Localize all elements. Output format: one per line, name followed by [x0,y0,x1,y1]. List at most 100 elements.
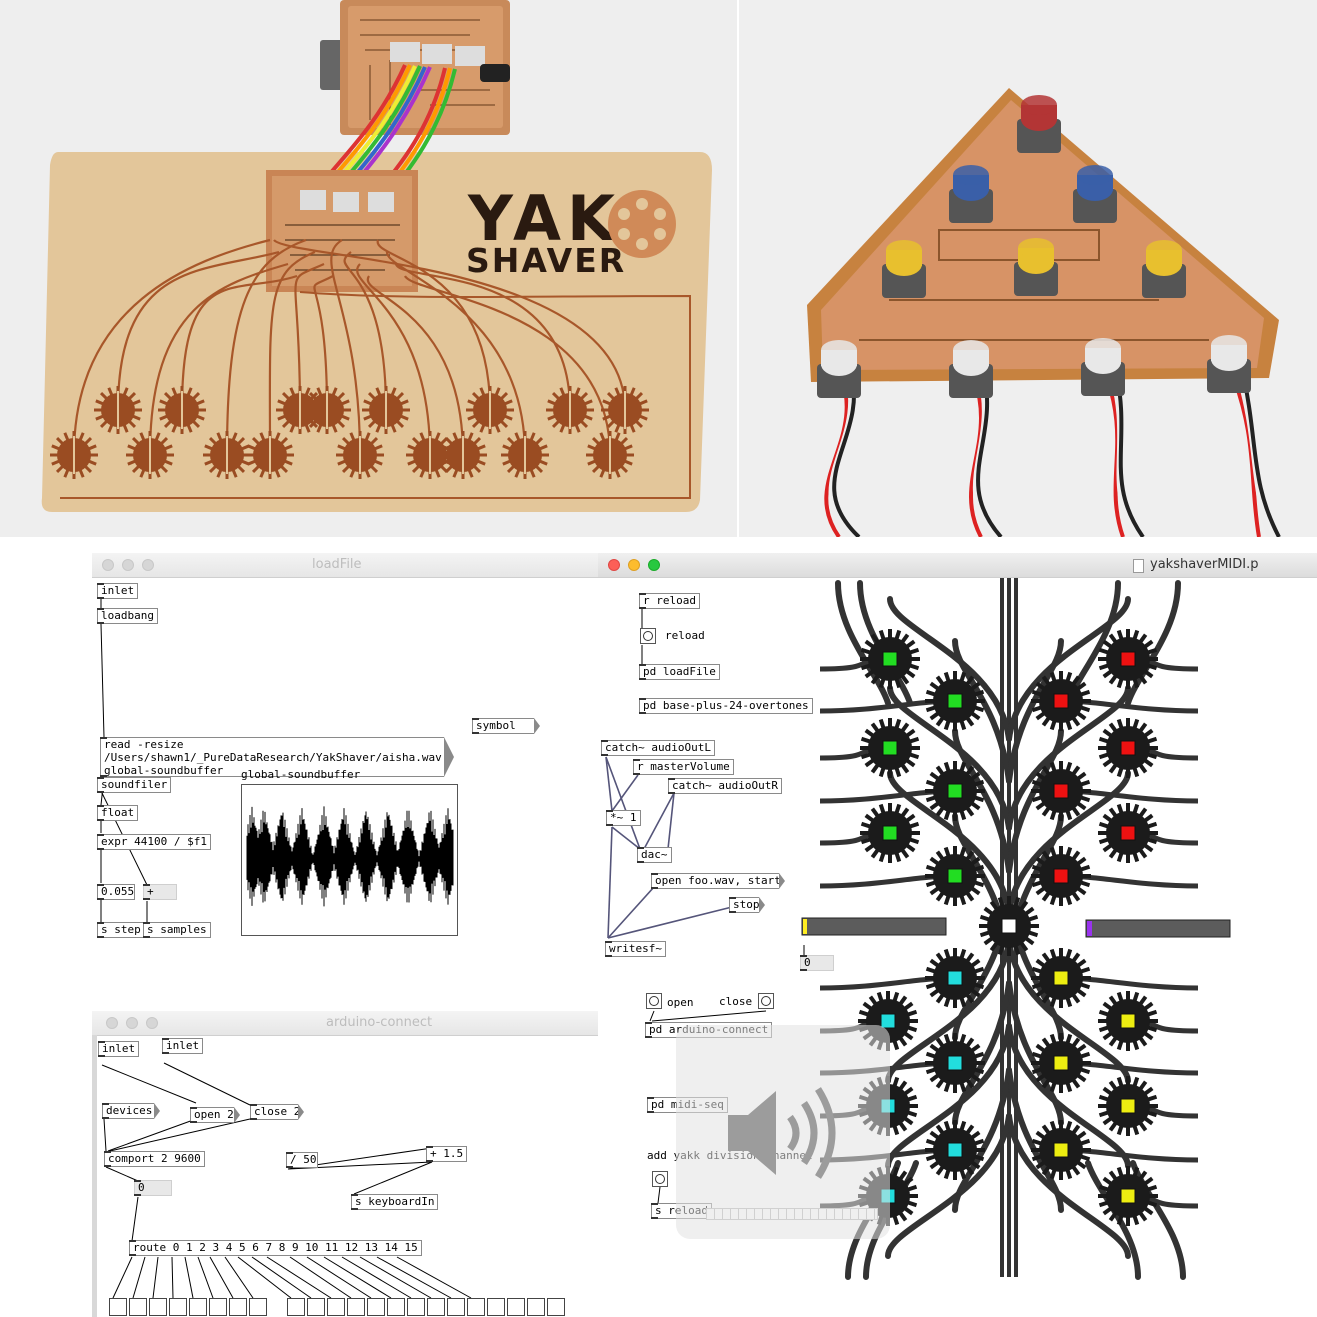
route-output-toggle[interactable] [307,1298,325,1316]
step-number-box[interactable]: 0.055 [97,884,135,900]
midi-titlebar[interactable]: yakshaverMIDI.p [598,553,1317,578]
loadbang-text: loadbang [101,609,154,622]
route-output-toggle[interactable] [527,1298,545,1316]
read-line-2: /Users/shawn1/_PureDataResearch/YakShave… [104,751,442,764]
read-line-1: read -resize [104,738,184,751]
dac-text: dac~ [641,848,668,861]
soundfiler-object[interactable]: soundfiler [97,777,172,793]
close-window-icon[interactable] [608,559,620,571]
route-output-toggle[interactable] [287,1298,305,1316]
devices-text: devices [106,1104,153,1117]
route-output-toggle[interactable] [109,1298,127,1316]
route-output-toggle[interactable] [209,1298,227,1316]
divide-50-object[interactable]: / 50 [286,1152,318,1168]
send-keyboardin-object[interactable]: s keyboardIn [351,1194,439,1210]
send-keyboardin-text: s keyboardIn [355,1195,435,1208]
soundbuffer-array-graph[interactable] [241,784,458,936]
plus-1-5-object[interactable]: + 1.5 [426,1146,468,1162]
close-bang[interactable] [758,993,774,1009]
route-output-toggle[interactable] [189,1298,207,1316]
loadbang-object[interactable]: loadbang [97,608,158,624]
symbol-message[interactable]: symbol [472,718,540,734]
close-2-message[interactable]: close 2 [250,1104,304,1120]
open-foo-wav-message[interactable]: open foo.wav, start [651,873,785,889]
close-2-text: close 2 [254,1105,301,1118]
pd-base-subpatch[interactable]: pd base-plus-24-overtones [639,698,813,714]
expr-text: expr 44100 / $f1 [101,835,207,848]
inlet-2-object[interactable]: inlet [162,1038,204,1054]
document-icon [1133,559,1144,573]
inlet-1-object[interactable]: inlet [98,1041,140,1057]
comport-object[interactable]: comport 2 9600 [104,1151,205,1167]
minimize-window-icon[interactable] [126,1017,138,1029]
stop-message[interactable]: stop [729,897,765,913]
catch-audio-left-object[interactable]: catch~ audioOutL [601,740,715,756]
zoom-window-icon[interactable] [146,1017,158,1029]
midi-title: yakshaverMIDI.p [1150,557,1259,572]
route-output-toggle[interactable] [367,1298,385,1316]
window-loadfile[interactable]: loadFile inlet loadbang read -resize /Us… [92,553,600,1005]
soundfiler-text: soundfiler [101,778,168,791]
slider-number-text: 0 [804,956,811,969]
route-object[interactable]: route 0 1 2 3 4 5 6 7 8 9 10 11 12 13 14… [129,1240,422,1256]
plus-number-box[interactable]: + [143,884,177,900]
route-output-toggle[interactable] [467,1298,485,1316]
comport-text: comport 2 9600 [108,1152,201,1165]
send-step-object[interactable]: s step [97,922,145,938]
close-window-icon[interactable] [102,559,114,571]
dac-object[interactable]: dac~ [637,847,672,863]
divide-50-text: / 50 [290,1153,317,1166]
route-output-toggle[interactable] [169,1298,187,1316]
route-output-toggle[interactable] [387,1298,405,1316]
minimize-window-icon[interactable] [122,559,134,571]
zoom-window-icon[interactable] [648,559,660,571]
catch-audio-right-object[interactable]: catch~ audioOutR [668,778,782,794]
close-window-icon[interactable] [106,1017,118,1029]
inlet-text: inlet [101,584,135,597]
receive-reload-object[interactable]: r reload [639,593,700,609]
route-output-toggle[interactable] [427,1298,445,1316]
reload-bang[interactable] [640,628,656,644]
route-output-toggle[interactable] [447,1298,465,1316]
route-output-toggle[interactable] [347,1298,365,1316]
loadfile-titlebar[interactable]: loadFile [92,553,600,578]
inlet-1-text: inlet [102,1042,136,1055]
writesf-object[interactable]: writesf~ [605,941,666,957]
multiply-signal-object[interactable]: *~ 1 [606,810,641,826]
zoom-window-icon[interactable] [142,559,154,571]
expr-object[interactable]: expr 44100 / $f1 [97,834,211,850]
route-output-toggle[interactable] [249,1298,267,1316]
division-bang[interactable] [652,1171,668,1187]
photo-yak-shaver-card: YAK SHAVER [0,0,737,537]
slider-number-box[interactable]: 0 [800,955,834,971]
route-output-toggle[interactable] [229,1298,247,1316]
float-object[interactable]: float [97,805,139,821]
speaker-volume-icon [728,1087,836,1179]
array-name-label: global-soundbuffer [241,768,361,781]
inlet-object[interactable]: inlet [97,583,139,599]
route-output-toggle[interactable] [487,1298,505,1316]
window-yakshaver-midi[interactable]: yakshaverMIDI.p r reload reload pd lo [598,553,1317,1317]
open-bang[interactable] [646,993,662,1009]
route-output-toggle[interactable] [327,1298,345,1316]
window-arduino-connect[interactable]: arduino-connect inlet inlet devices open… [92,1011,600,1317]
route-output-toggle[interactable] [129,1298,147,1316]
arduino-patch-cords [101,1062,472,1299]
arduino-titlebar[interactable]: arduino-connect [92,1011,600,1036]
loadfile-patch-cords [100,599,477,922]
window-left-border [92,1035,97,1317]
devices-message[interactable]: devices [102,1103,160,1119]
open-2-message[interactable]: open 2 [190,1107,240,1123]
pd-base-text: pd base-plus-24-overtones [643,699,809,712]
route-output-toggle[interactable] [149,1298,167,1316]
send-samples-object[interactable]: s samples [143,922,211,938]
route-output-toggle[interactable] [547,1298,565,1316]
comport-number-box[interactable]: 0 [134,1180,172,1196]
reload-label: reload [665,629,705,642]
read-resize-message[interactable]: read -resize /Users/shawn1/_PureDataRese… [100,737,454,777]
minimize-window-icon[interactable] [628,559,640,571]
route-output-toggle[interactable] [507,1298,525,1316]
pd-loadfile-subpatch[interactable]: pd loadFile [639,664,720,680]
route-output-toggle[interactable] [407,1298,425,1316]
receive-master-volume-object[interactable]: r masterVolume [633,759,734,775]
